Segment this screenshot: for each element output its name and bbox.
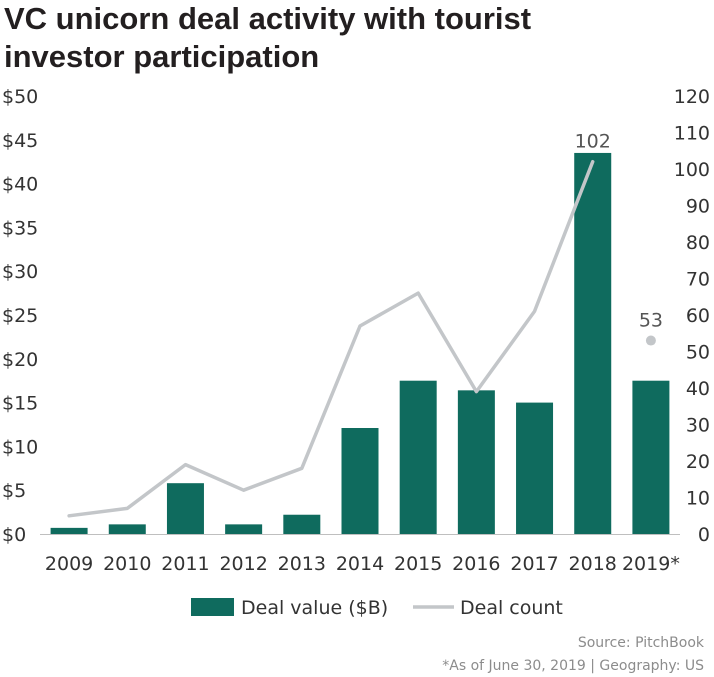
x-axis-tick-label: 2014 (336, 553, 384, 575)
bar-deal-value (341, 428, 379, 534)
bar-deal-value (516, 402, 554, 534)
x-axis-tick-label: 2018 (569, 553, 617, 575)
legend-label-deal-value: Deal value ($B) (241, 597, 388, 619)
left-axis-tick-label: $30 (2, 261, 38, 283)
source-note: Source: PitchBook (577, 635, 704, 651)
right-axis-tick-label: 110 (674, 123, 710, 145)
right-axis-tick-label: 30 (686, 415, 710, 437)
bar-deal-value (50, 527, 88, 534)
x-axis-tick-label: 2009 (45, 553, 93, 575)
left-axis-tick-label: $20 (2, 349, 38, 371)
legend-label-deal-count: Deal count (460, 597, 563, 619)
bar-deal-value (283, 514, 321, 534)
right-axis-tick-label: 20 (686, 451, 710, 473)
bar-deal-value (574, 152, 612, 534)
bar-deal-value (225, 524, 263, 534)
data-label: 53 (639, 310, 663, 332)
left-axis-tick-label: $10 (2, 436, 38, 458)
right-axis-tick-label: 40 (686, 378, 710, 400)
bar-deal-value (632, 380, 670, 534)
x-axis-tick-label: 2017 (510, 553, 558, 575)
left-axis-tick-label: $5 (2, 480, 26, 502)
right-axis-tick-label: 90 (686, 196, 710, 218)
x-axis-tick-label: 2016 (452, 553, 500, 575)
left-axis-tick-label: $45 (2, 130, 38, 152)
bar-deal-value (457, 390, 495, 534)
x-axis-tick-label: 2012 (219, 553, 267, 575)
point-deal-count (645, 335, 656, 346)
right-axis-tick-label: 100 (674, 159, 710, 181)
left-axis-tick-label: $50 (2, 86, 38, 108)
bar-deal-value (108, 524, 146, 534)
data-label: 102 (575, 131, 611, 153)
left-axis-tick-label: $15 (2, 393, 38, 415)
left-axis-tick-label: $40 (2, 174, 38, 196)
footnote: *As of June 30, 2019 | Geography: US (442, 658, 704, 674)
x-axis-tick-label: 2010 (103, 553, 151, 575)
right-axis-tick-label: 70 (686, 269, 710, 291)
legend-swatch-deal-value (191, 598, 234, 616)
chart-title-line2: investor participation (4, 39, 320, 74)
x-axis-tick-label: 2015 (394, 553, 442, 575)
right-axis-tick-label: 80 (686, 232, 710, 254)
x-axis-tick-label: 2011 (161, 553, 209, 575)
chart-title-line1: VC unicorn deal activity with tourist (4, 1, 532, 36)
bar-deal-value (399, 380, 437, 534)
bar-deal-value (166, 483, 204, 534)
line-deal-count (67, 159, 595, 518)
right-axis-tick-label: 0 (698, 524, 710, 546)
left-axis-tick-label: $0 (2, 524, 26, 546)
right-axis-tick-label: 50 (686, 342, 710, 364)
left-axis-tick-label: $25 (2, 305, 38, 327)
x-axis-tick-label: 2019* (622, 553, 680, 575)
right-axis-tick-label: 120 (674, 86, 710, 108)
chart-title: VC unicorn deal activity with tourist in… (4, 0, 704, 76)
right-axis-tick-label: 10 (686, 488, 710, 510)
right-axis-tick-label: 60 (686, 305, 710, 327)
left-axis-tick-label: $35 (2, 217, 38, 239)
x-axis-tick-label: 2013 (278, 553, 326, 575)
